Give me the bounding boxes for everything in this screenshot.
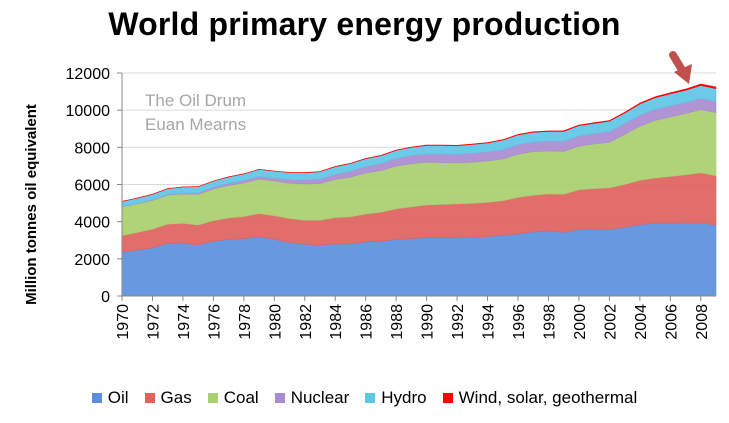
legend-item-gas: Gas xyxy=(144,388,192,408)
legend: Oil Gas Coal Nuclear Hydro Wind, solar, geoth… xyxy=(0,388,729,408)
legend-item-coal: Coal xyxy=(207,388,259,408)
y-tick-label: 2000 xyxy=(74,252,110,269)
y-tick-label: 10000 xyxy=(66,103,111,120)
legend-label: Gas xyxy=(160,388,192,407)
x-tick-label: 2004 xyxy=(633,304,650,340)
legend-label: Oil xyxy=(107,388,129,407)
x-tick-label: 1982 xyxy=(298,304,315,340)
x-tick-label: 1998 xyxy=(541,304,558,340)
legend-swatch xyxy=(274,393,285,403)
legend-swatch xyxy=(365,393,376,403)
legend-item-nuclear: Nuclear xyxy=(274,388,350,408)
axes xyxy=(117,72,716,301)
x-tick-label: 1980 xyxy=(267,304,284,340)
x-tick-label: 1984 xyxy=(328,304,345,340)
legend-item-oil: Oil xyxy=(91,388,129,408)
legend-swatch xyxy=(442,393,453,403)
watermark-line-2: Euan Mearns xyxy=(145,115,246,134)
legend-swatch xyxy=(207,393,218,403)
area-series-group xyxy=(121,83,717,297)
y-tick-label: 12000 xyxy=(66,66,111,83)
y-axis-label: Million tonnes oil equivalent xyxy=(23,104,40,305)
stacked-area-chart: 0 2000 4000 6000 8000 10000 12000 1970 1972 1974… xyxy=(23,51,717,340)
y-tick-label: 4000 xyxy=(74,215,110,232)
x-tick-label: 1992 xyxy=(450,304,467,340)
x-tick-label: 1996 xyxy=(511,304,528,340)
arrow-head xyxy=(674,64,692,84)
legend-label: Coal xyxy=(223,388,259,407)
x-tick-label: 1976 xyxy=(206,304,223,340)
y-tick-labels: 0 2000 4000 6000 8000 10000 12000 xyxy=(66,66,111,306)
x-tick-label: 1988 xyxy=(389,304,406,340)
x-tick-label: 2000 xyxy=(572,304,589,340)
legend-label: Nuclear xyxy=(290,388,350,407)
area-wind xyxy=(121,83,717,202)
x-tick-label: 2002 xyxy=(602,304,619,340)
x-tick-label: 1994 xyxy=(481,304,498,340)
legend-swatch xyxy=(91,393,102,403)
x-tick-label: 1990 xyxy=(420,304,437,340)
x-tick-label: 1972 xyxy=(145,304,162,340)
watermark-line-1: The Oil Drum xyxy=(145,91,246,110)
x-tick-label: 2008 xyxy=(694,304,711,340)
y-tick-label: 8000 xyxy=(74,140,110,157)
arrow-shaft xyxy=(669,51,686,74)
x-tick-label: 1978 xyxy=(237,304,254,340)
legend-label: Hydro xyxy=(381,388,427,407)
x-tick-labels: 1970 1972 1974 1976 1978 1980 1982 1984 1986 1988… xyxy=(115,304,711,340)
y-tick-label: 6000 xyxy=(74,178,110,195)
legend-label: Wind, solar, geothermal xyxy=(458,388,638,407)
y-tick-label: 0 xyxy=(101,289,110,306)
chart-title: World primary energy production xyxy=(108,6,621,42)
legend-item-hydro: Hydro xyxy=(365,388,427,408)
arrow-pointer-icon xyxy=(669,51,692,84)
x-tick-label: 1986 xyxy=(359,304,376,340)
x-tick-label: 1970 xyxy=(115,304,132,340)
x-tick-label: 2006 xyxy=(663,304,680,340)
x-tick-label: 1974 xyxy=(176,304,193,340)
legend-swatch xyxy=(144,393,155,403)
legend-item-wind: Wind, solar, geothermal xyxy=(442,388,638,408)
